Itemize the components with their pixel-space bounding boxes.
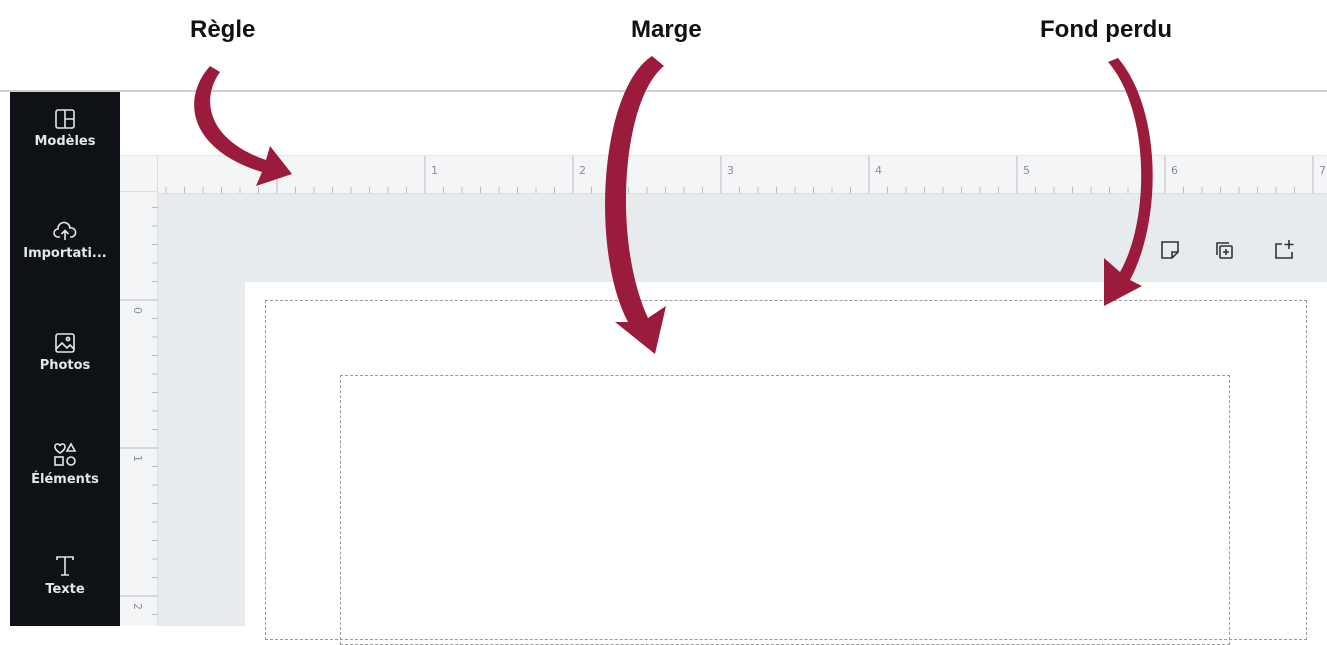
annotation-arrows [0,0,1327,626]
arrow [605,56,666,354]
arrow [194,66,292,186]
arrow [1104,58,1153,306]
